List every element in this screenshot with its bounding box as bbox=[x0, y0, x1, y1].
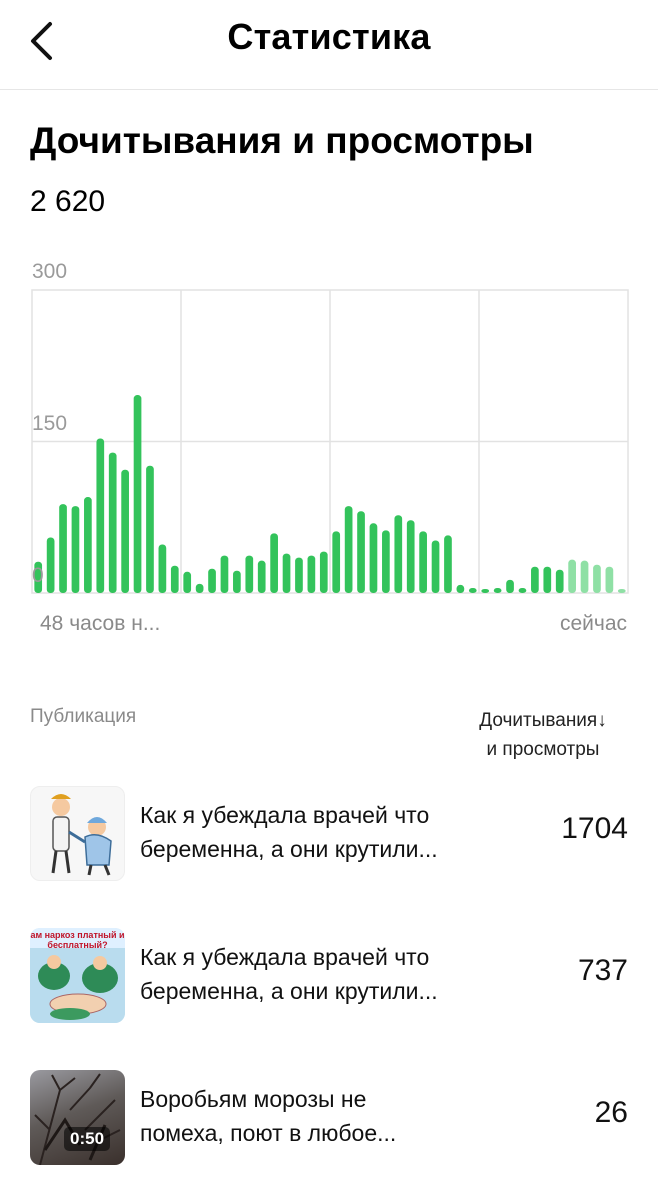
total-count: 2 620 bbox=[30, 185, 106, 218]
chart-bar bbox=[245, 555, 254, 593]
title-line: Как я убеждала врачей что bbox=[140, 944, 430, 970]
chart-bar bbox=[121, 469, 129, 593]
chevron-left-icon bbox=[31, 22, 52, 60]
page-title: Статистика bbox=[227, 16, 431, 57]
title-line: Воробьям морозы не bbox=[140, 1086, 367, 1112]
chart-bar bbox=[468, 587, 477, 593]
chart-bar bbox=[543, 566, 552, 593]
chart-bar bbox=[357, 511, 365, 593]
reads-views-value: 26 bbox=[594, 1096, 628, 1129]
chart-bar bbox=[506, 579, 514, 593]
chart-bar bbox=[208, 568, 216, 593]
chart-bar bbox=[344, 506, 353, 593]
bar-chart: 300 150 0 bbox=[28, 258, 633, 618]
column-header-publication: Публикация bbox=[30, 706, 137, 727]
chart-bar bbox=[531, 566, 539, 593]
publication-row[interactable]: 0:50 Воробьям морозы не помеха, поют в л… bbox=[0, 1070, 658, 1168]
y-tick-label: 300 bbox=[32, 260, 68, 283]
chart-bar bbox=[394, 515, 403, 593]
video-thumbnail: 0:50 bbox=[30, 1070, 125, 1165]
video-duration-badge: 0:50 bbox=[64, 1127, 111, 1151]
y-tick-label: 0 bbox=[32, 564, 44, 587]
chart-bar bbox=[146, 465, 154, 593]
chart-bar bbox=[419, 531, 427, 593]
chart-bar bbox=[382, 530, 390, 593]
title-line: беременна, а они крутили... bbox=[140, 836, 438, 862]
chart-bar bbox=[369, 523, 378, 593]
chart-bar bbox=[617, 588, 626, 593]
chart-bar bbox=[307, 555, 316, 593]
title-line: помеха, поют в любое... bbox=[140, 1120, 397, 1146]
publication-title: Как я убеждала врачей что беременна, а о… bbox=[140, 940, 490, 1008]
reads-views-value: 1704 bbox=[561, 812, 628, 845]
chart-svg bbox=[31, 289, 629, 594]
chart-bar bbox=[568, 559, 576, 593]
reads-views-value: 737 bbox=[577, 954, 628, 987]
chart-bar bbox=[233, 570, 241, 593]
chart-bar bbox=[406, 520, 415, 593]
publication-row[interactable]: Как я убеждала врачей что беременна, а о… bbox=[0, 786, 658, 884]
chart-bar bbox=[431, 540, 440, 593]
chart-bar bbox=[456, 584, 465, 593]
chart-bar bbox=[133, 395, 142, 593]
column-header-line: и просмотры bbox=[486, 739, 600, 760]
chart-bar bbox=[270, 533, 278, 593]
publication-title: Как я убеждала врачей что беременна, а о… bbox=[140, 798, 490, 866]
chart-bar bbox=[580, 560, 589, 593]
title-line: Как я убеждала врачей что bbox=[140, 802, 430, 828]
chart-bar bbox=[593, 564, 601, 593]
chart-bar bbox=[444, 535, 452, 593]
chart-bar bbox=[220, 555, 229, 593]
doctor-cartoon-thumbnail bbox=[30, 786, 125, 881]
chart-bar bbox=[158, 544, 167, 593]
chart-bar bbox=[295, 557, 303, 593]
title-line: беременна, а они крутили... bbox=[140, 978, 438, 1004]
chart-bar bbox=[34, 561, 43, 593]
chart-bar bbox=[493, 587, 502, 593]
publication-row[interactable]: ам наркоз платный и бесплатный? Как я уб… bbox=[0, 928, 658, 1026]
column-header-reads-views[interactable]: Дочитывания↓ и просмотры bbox=[448, 706, 638, 764]
chart-bar bbox=[555, 569, 564, 593]
chart-bar bbox=[319, 551, 328, 593]
x-start-label: 48 часов н... bbox=[40, 612, 161, 635]
chart-bar bbox=[183, 571, 192, 593]
chart-bar bbox=[108, 452, 117, 593]
chart-bar bbox=[195, 583, 204, 593]
top-bar: Статистика bbox=[0, 0, 658, 90]
chart-bar bbox=[96, 438, 105, 593]
chart-bar bbox=[605, 566, 614, 593]
publication-title: Воробьям морозы не помеха, поют в любое.… bbox=[140, 1082, 490, 1150]
chart-bar bbox=[170, 565, 179, 593]
y-tick-label: 150 bbox=[32, 412, 68, 435]
chart-bar bbox=[46, 537, 55, 593]
chart-bar bbox=[481, 588, 490, 593]
column-header-line: Дочитывания↓ bbox=[479, 710, 607, 731]
x-end-label: сейчас bbox=[559, 612, 627, 635]
chart-bar bbox=[257, 560, 266, 593]
thumbnail-caption: ам наркоз платный и бесплатный? bbox=[30, 930, 125, 950]
back-button[interactable] bbox=[22, 18, 66, 64]
section-title: Дочитывания и просмотры bbox=[30, 120, 534, 161]
chart-bar bbox=[282, 553, 291, 593]
chart-bar bbox=[71, 506, 80, 593]
surgery-cartoon-thumbnail: ам наркоз платный и бесплатный? bbox=[30, 928, 125, 1023]
chart-bar bbox=[518, 587, 527, 593]
chart-bar bbox=[84, 497, 92, 593]
chart-bar bbox=[59, 504, 67, 593]
chart-bar bbox=[332, 531, 341, 593]
